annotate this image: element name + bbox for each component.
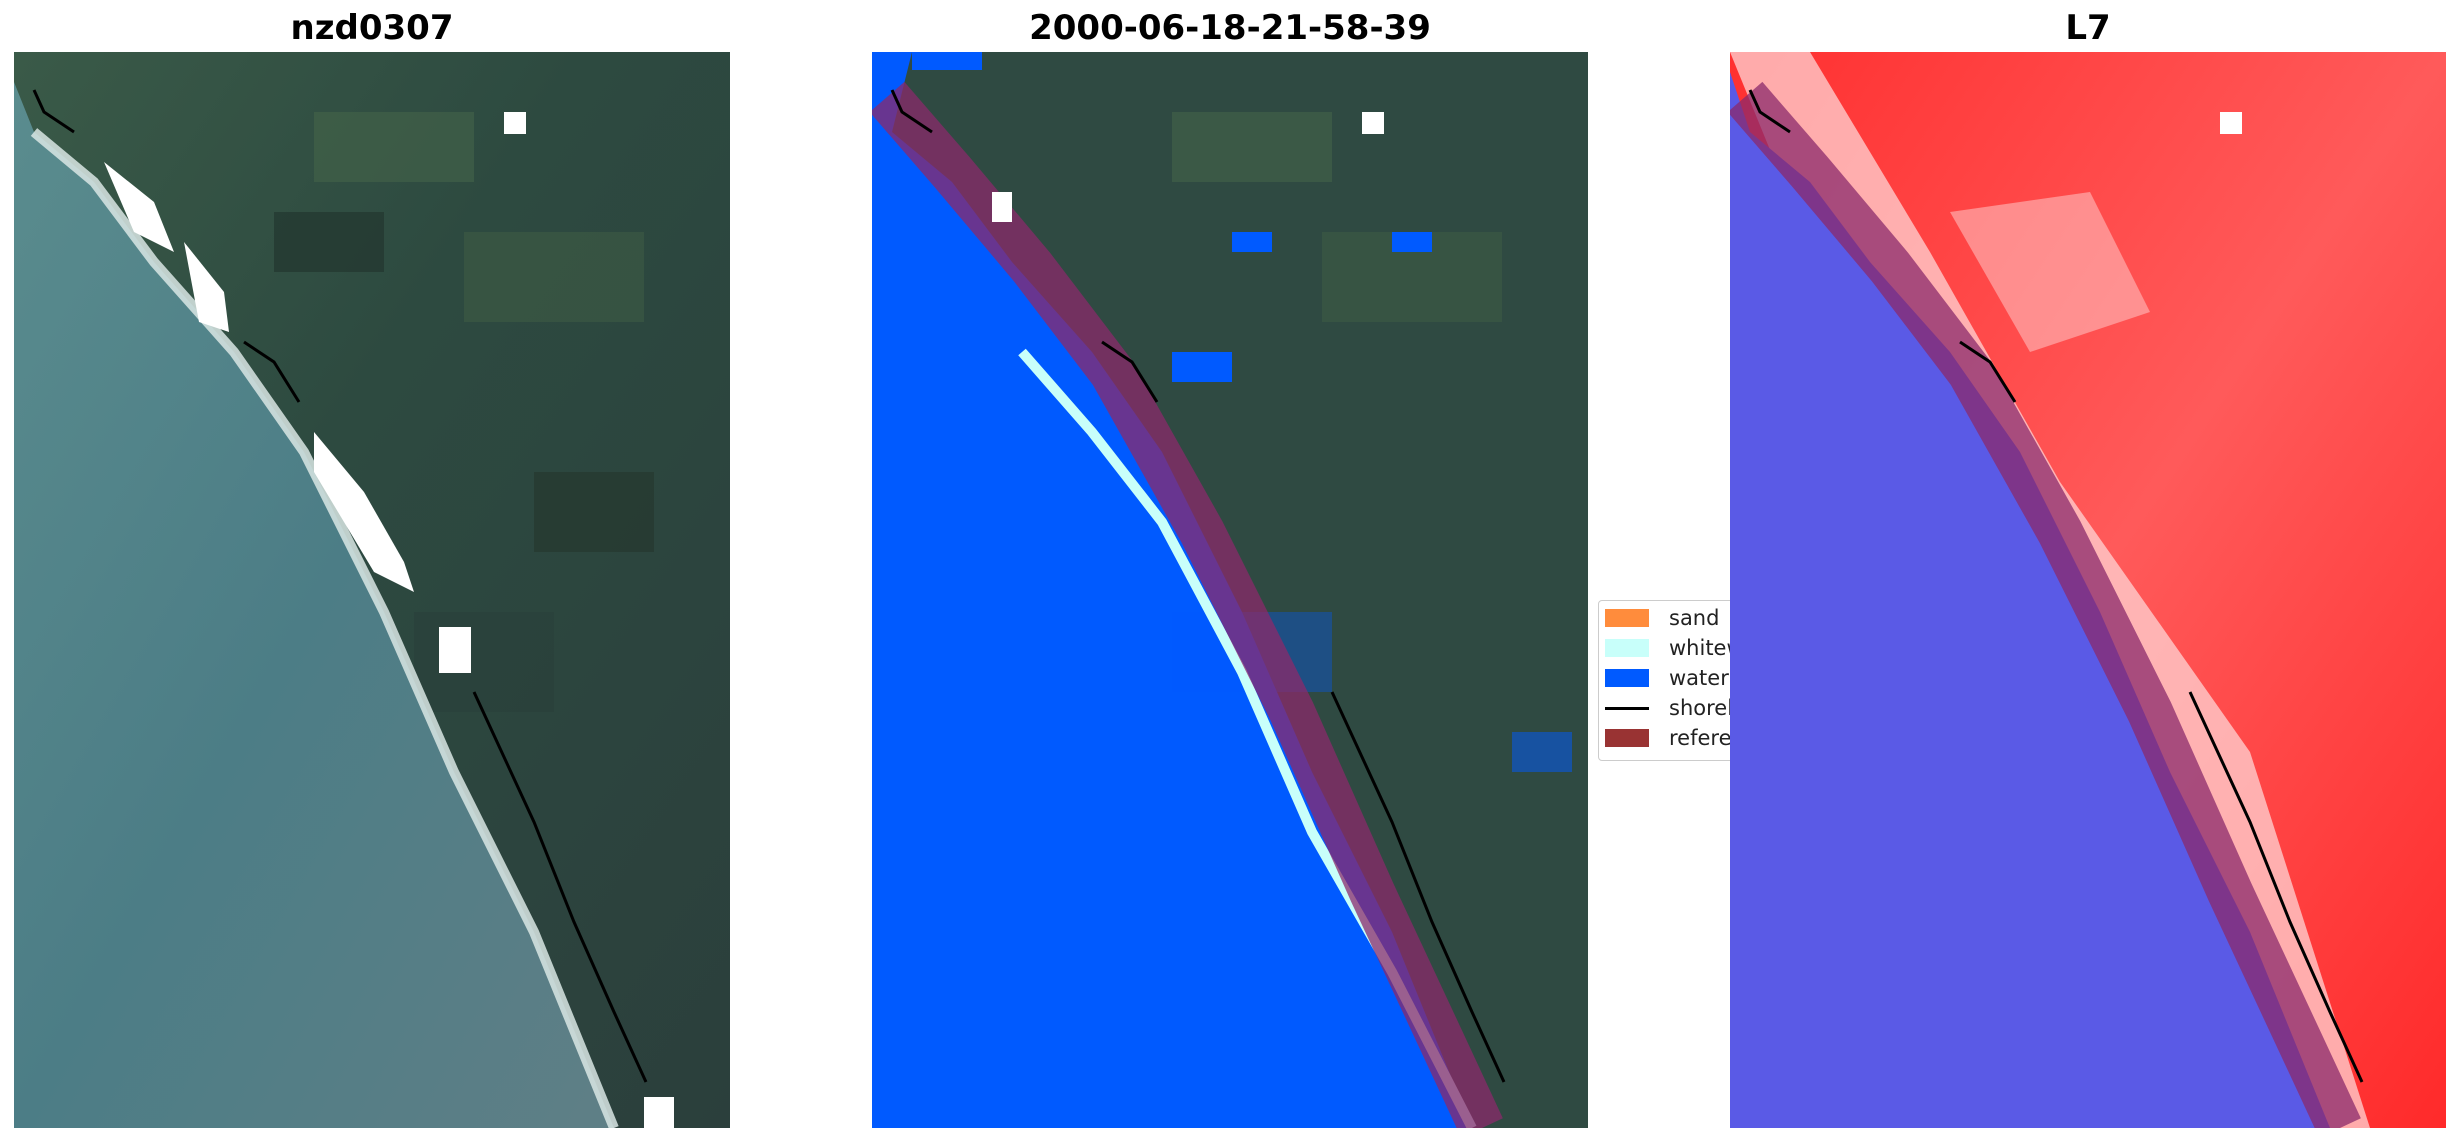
cloud-patch: [314, 432, 414, 592]
legend-swatch-water: [1605, 669, 1649, 687]
field-patch: [1172, 112, 1332, 182]
cloud-patch: [184, 242, 229, 332]
legend-swatch-sand: [1605, 609, 1649, 627]
surf-band: [30, 128, 619, 1128]
cloud-patch: [644, 1097, 674, 1128]
legend-swatch-reference: [1605, 729, 1649, 747]
field-patch: [274, 212, 384, 272]
water-index-area: [1730, 72, 2330, 1128]
field-patch: [314, 112, 474, 182]
cloud-patch: [104, 162, 174, 252]
reference-buffer: [1730, 81, 2361, 1128]
legend-label: shorel: [1669, 696, 1734, 720]
cloud-patch: [504, 112, 526, 134]
shoreline-contour: [1748, 89, 2364, 1083]
legend-item-water: water: [1605, 665, 1729, 691]
panel-title-index: L7: [2065, 8, 2111, 48]
legend-label: sand: [1669, 606, 1720, 630]
panel-title-classified: 2000-06-18-21-58-39: [1029, 8, 1431, 48]
legend-label: referen: [1669, 726, 1735, 750]
classified-image-panel: [872, 52, 1588, 1128]
legend-label: water: [1669, 666, 1729, 690]
water-class-patch: [1392, 232, 1432, 252]
index-image-panel: [1730, 52, 2446, 1128]
field-patch: [414, 612, 554, 712]
field-patch: [464, 232, 644, 322]
reference-buffer: [872, 81, 1503, 1128]
water-class-patch: [912, 52, 982, 70]
cloud-patch: [992, 192, 1012, 222]
legend-swatch-whitewater: [1605, 639, 1649, 657]
cloud-patch: [2220, 112, 2242, 134]
land-transition-area: [1950, 192, 2150, 352]
shoreline-contour: [32, 89, 648, 1083]
legend-item-sand: sand: [1605, 605, 1719, 631]
cloud-patch: [439, 627, 471, 673]
rgb-image-panel: [14, 52, 730, 1128]
water-class-patch: [1232, 232, 1272, 252]
water-class-patch: [1512, 732, 1572, 772]
panel-title-rgb: nzd0307: [290, 8, 454, 48]
legend-item-reference: referen: [1605, 725, 1735, 751]
water-class-patch: [1172, 352, 1232, 382]
field-patch: [534, 472, 654, 552]
legend-item-shoreline: shorel: [1605, 695, 1733, 721]
shoreline-contour: [890, 89, 1506, 1083]
ocean-area: [14, 82, 614, 1128]
legend-swatch-shoreline: [1605, 706, 1649, 710]
cloud-patch: [1362, 112, 1384, 134]
